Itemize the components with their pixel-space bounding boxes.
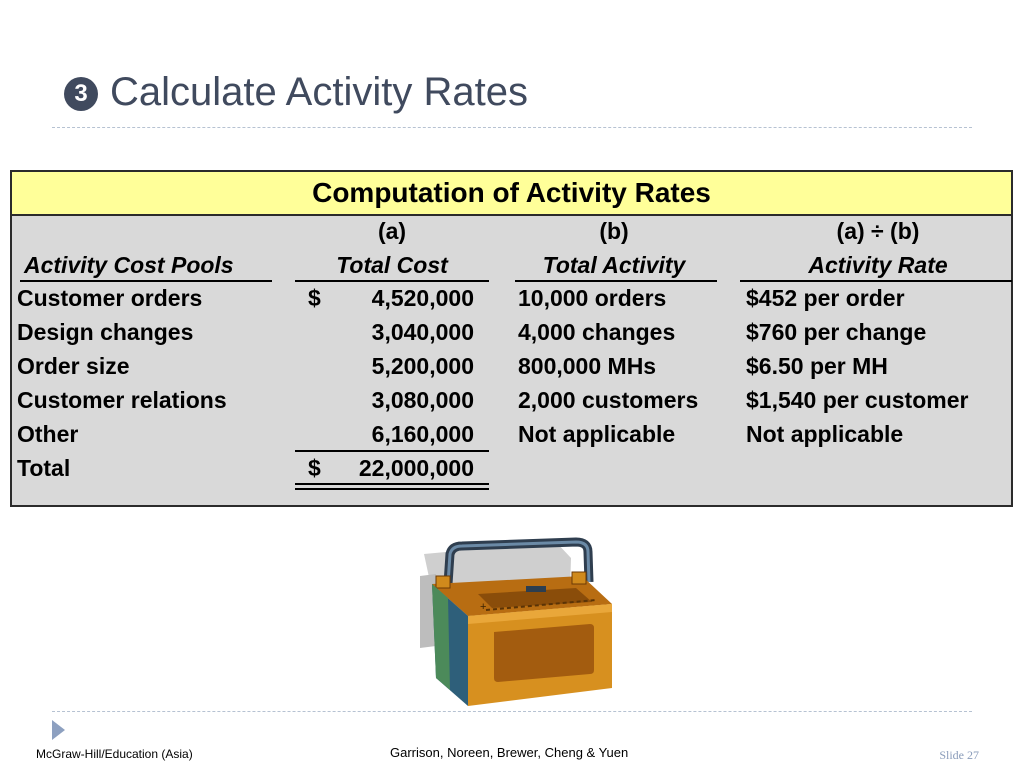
footer-divider (52, 711, 972, 712)
column-header-total-activity: Total Activity (542, 252, 686, 278)
total-double-rule (295, 488, 489, 490)
column-letter-a: (a) (377, 218, 407, 244)
row-cost: 5,200,000 (371, 353, 474, 379)
column-header-activity-rate: Activity Rate (808, 252, 948, 278)
header-underline (20, 280, 272, 282)
row-pool-customer-relations: Customer relations (17, 387, 227, 413)
header-underline (740, 280, 1012, 282)
slide-title-text: Calculate Activity Rates (110, 70, 528, 114)
slide-title: 3 Calculate Activity Rates (64, 72, 528, 112)
row-pool-other: Other (17, 421, 79, 447)
row-rate: $6.50 per MH (746, 353, 888, 379)
total-label: Total (17, 455, 71, 481)
footer-publisher: McGraw-Hill/Education (Asia) (36, 747, 193, 761)
title-divider (52, 127, 972, 128)
table-title: Computation of Activity Rates (12, 172, 1011, 216)
row-cost: 3,080,000 (371, 387, 474, 413)
header-underline (295, 280, 489, 282)
row-rate: $452 per order (746, 285, 905, 311)
row-rate: $760 per change (746, 319, 927, 345)
row-activity: 4,000 changes (518, 319, 676, 345)
row-pool-design-changes: Design changes (17, 319, 194, 345)
row-cost: 4,520,000 (371, 285, 474, 311)
row-cost: 6,160,000 (371, 421, 474, 447)
row-activity: 2,000 customers (518, 387, 699, 413)
total-double-rule (295, 483, 489, 485)
row-activity: 10,000 orders (518, 285, 667, 311)
column-letter-ab: (a) ÷ (b) (836, 218, 920, 244)
total-cost: 22,000,000 (358, 455, 474, 481)
total-currency: $ (308, 455, 321, 481)
row-activity: Not applicable (518, 421, 676, 447)
column-header-total-cost: Total Cost (336, 252, 448, 278)
activity-rates-table: Computation of Activity Rates (a) (b) (a… (10, 170, 1013, 507)
row-currency: $ (308, 285, 321, 311)
header-underline (515, 280, 717, 282)
row-rate: Not applicable (746, 421, 904, 447)
next-arrow-icon (52, 720, 65, 740)
circled-number-icon: 3 (64, 77, 98, 111)
slide-number: Slide 27 (939, 748, 979, 762)
subtotal-rule (295, 450, 489, 452)
svg-text:+: + (480, 601, 486, 613)
row-pool-order-size: Order size (17, 353, 130, 379)
column-header-cost-pools: Activity Cost Pools (24, 252, 234, 278)
footer-authors: Garrison, Noreen, Brewer, Cheng & Yuen (390, 745, 629, 760)
row-activity: 800,000 MHs (518, 353, 657, 379)
row-rate: $1,540 per customer (746, 387, 969, 413)
row-cost: 3,040,000 (371, 319, 474, 345)
car-battery-icon: + (406, 536, 618, 712)
column-letter-b: (b) (599, 218, 629, 244)
row-pool-customer-orders: Customer orders (17, 285, 203, 311)
